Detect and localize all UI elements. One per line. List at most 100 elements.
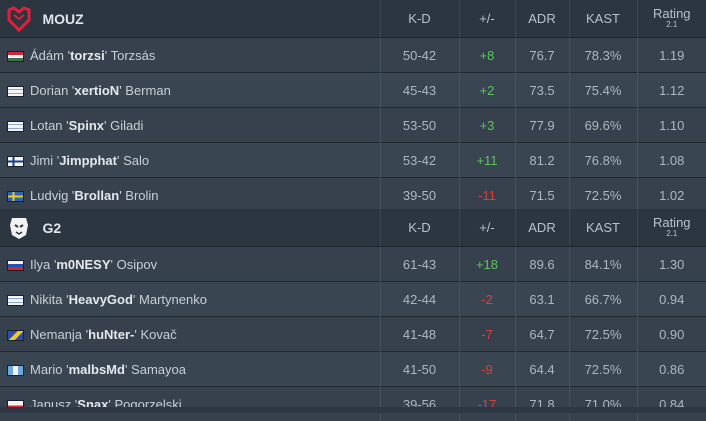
player-nickname[interactable]: m0NESY <box>56 257 110 272</box>
player-name-cell[interactable]: Nemanja 'huNter-' Kovač <box>0 317 380 352</box>
rating-value: 0.94 <box>637 282 706 317</box>
player-name-cell[interactable]: Ludvig 'Brollan' Brolin <box>0 178 380 213</box>
player-name-cell[interactable]: Jimi 'Jimpphat' Salo <box>0 143 380 178</box>
player-first-name[interactable]: Dorian ' <box>30 83 74 98</box>
rating-value: 1.08 <box>637 143 706 178</box>
player-first-name[interactable]: Ludvig ' <box>30 188 74 203</box>
kd-value: 53-50 <box>380 108 459 143</box>
player-name-cell[interactable]: Ilya 'm0NESY' Osipov <box>0 247 380 282</box>
column-adr-header: ADR <box>515 0 569 38</box>
player-name-cell[interactable]: Dorian 'xertioN' Berman <box>0 73 380 108</box>
rating-value: 1.02 <box>637 178 706 213</box>
player-name-cell[interactable]: Ádám 'torzsi' Torzsás <box>0 38 380 73</box>
player-nickname[interactable]: malbsMd <box>69 362 125 377</box>
adr-value: 76.7 <box>515 38 569 73</box>
g2-logo-icon <box>6 215 32 241</box>
kast-value: 71.0% <box>569 387 637 421</box>
kast-value: 72.5% <box>569 352 637 387</box>
adr-value: 89.6 <box>515 247 569 282</box>
player-last-name[interactable]: ' Osipov <box>111 257 158 272</box>
player-name-cell[interactable]: Lotan 'Spinx' Giladi <box>0 108 380 143</box>
kd-value: 45-43 <box>380 73 459 108</box>
team-header[interactable]: MOUZ <box>0 0 380 38</box>
bottom-edge <box>0 407 706 413</box>
column-plus-minus-header: +/- <box>459 209 515 247</box>
player-nickname[interactable]: huNter- <box>88 327 134 342</box>
rating-value: 1.19 <box>637 38 706 73</box>
player-name-cell[interactable]: Nikita 'HeavyGod' Martynenko <box>0 282 380 317</box>
mouz-logo-icon <box>6 6 32 32</box>
sweden-flag-icon <box>7 191 24 202</box>
column-rating-header: Rating 2.1 <box>637 0 706 38</box>
adr-value: 81.2 <box>515 143 569 178</box>
player-nickname[interactable]: Brollan <box>74 188 119 203</box>
plus-minus-value: -7 <box>459 317 515 352</box>
team-stats-table-g2: G2 K-D +/- ADR KAST Rating 2.1 Ilya 'm0N… <box>0 209 706 421</box>
column-adr-header: ADR <box>515 209 569 247</box>
player-last-name[interactable]: ' Kovač <box>134 327 176 342</box>
team-name[interactable]: G2 <box>42 220 61 236</box>
column-kast-header: KAST <box>569 209 637 247</box>
rating-value: 1.10 <box>637 108 706 143</box>
plus-minus-value: -9 <box>459 352 515 387</box>
kast-value: 84.1% <box>569 247 637 282</box>
rating-value: 1.30 <box>637 247 706 282</box>
player-last-name[interactable]: ' Samayoa <box>125 362 186 377</box>
plus-minus-value: +2 <box>459 73 515 108</box>
player-nickname[interactable]: Jimpphat <box>59 153 117 168</box>
kast-value: 78.3% <box>569 38 637 73</box>
kd-value: 53-42 <box>380 143 459 178</box>
player-first-name[interactable]: Mario ' <box>30 362 69 377</box>
kd-value: 39-56 <box>380 387 459 421</box>
table-header-row: MOUZ K-D +/- ADR KAST Rating 2.1 <box>0 0 706 38</box>
player-last-name[interactable]: ' Brolin <box>119 188 158 203</box>
column-rating-header: Rating 2.1 <box>637 209 706 247</box>
player-last-name[interactable]: ' Berman <box>119 83 171 98</box>
israel-flag-icon <box>7 86 24 97</box>
player-last-name[interactable]: ' Salo <box>117 153 149 168</box>
player-first-name[interactable]: Ilya ' <box>30 257 56 272</box>
player-last-name[interactable]: ' Giladi <box>104 118 143 133</box>
player-nickname[interactable]: HeavyGod <box>69 292 133 307</box>
kast-value: 76.8% <box>569 143 637 178</box>
plus-minus-value: +8 <box>459 38 515 73</box>
player-first-name[interactable]: Jimi ' <box>30 153 59 168</box>
plus-minus-value: -2 <box>459 282 515 317</box>
player-name-cell[interactable]: Mario 'malbsMd' Samayoa <box>0 352 380 387</box>
russia-flag-icon <box>7 260 24 271</box>
guatemala-flag-icon <box>7 365 24 376</box>
player-last-name[interactable]: ' Torzsás <box>105 48 156 63</box>
player-name-cell[interactable]: Janusz 'Snax' Pogorzelski <box>0 387 380 421</box>
player-nickname[interactable]: xertioN <box>74 83 119 98</box>
player-first-name[interactable]: Ádám ' <box>30 48 70 63</box>
column-kd-header: K-D <box>380 209 459 247</box>
team-name[interactable]: MOUZ <box>42 11 83 27</box>
kd-value: 61-43 <box>380 247 459 282</box>
plus-minus-value: +11 <box>459 143 515 178</box>
team-header[interactable]: G2 <box>0 209 380 247</box>
plus-minus-value: -17 <box>459 387 515 421</box>
player-nickname[interactable]: Spinx <box>69 118 104 133</box>
player-last-name[interactable]: ' Martynenko <box>133 292 207 307</box>
rating-value: 0.86 <box>637 352 706 387</box>
israel-flag-icon <box>7 295 24 306</box>
adr-value: 73.5 <box>515 73 569 108</box>
player-nickname[interactable]: torzsi <box>70 48 105 63</box>
adr-value: 63.1 <box>515 282 569 317</box>
column-plus-minus-header: +/- <box>459 0 515 38</box>
adr-value: 71.5 <box>515 178 569 213</box>
adr-value: 71.8 <box>515 387 569 421</box>
player-first-name[interactable]: Lotan ' <box>30 118 69 133</box>
kast-value: 66.7% <box>569 282 637 317</box>
rating-value: 0.90 <box>637 317 706 352</box>
player-first-name[interactable]: Nemanja ' <box>30 327 88 342</box>
player-first-name[interactable]: Nikita ' <box>30 292 69 307</box>
bosnia-flag-icon <box>7 330 24 341</box>
